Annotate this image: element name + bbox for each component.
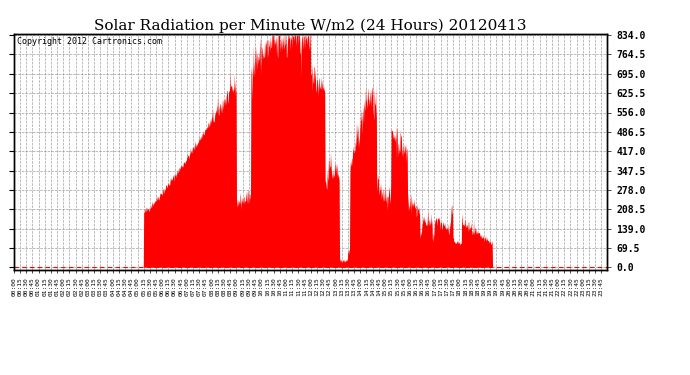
Text: Copyright 2012 Cartronics.com: Copyright 2012 Cartronics.com	[17, 37, 161, 46]
Title: Solar Radiation per Minute W/m2 (24 Hours) 20120413: Solar Radiation per Minute W/m2 (24 Hour…	[95, 18, 526, 33]
